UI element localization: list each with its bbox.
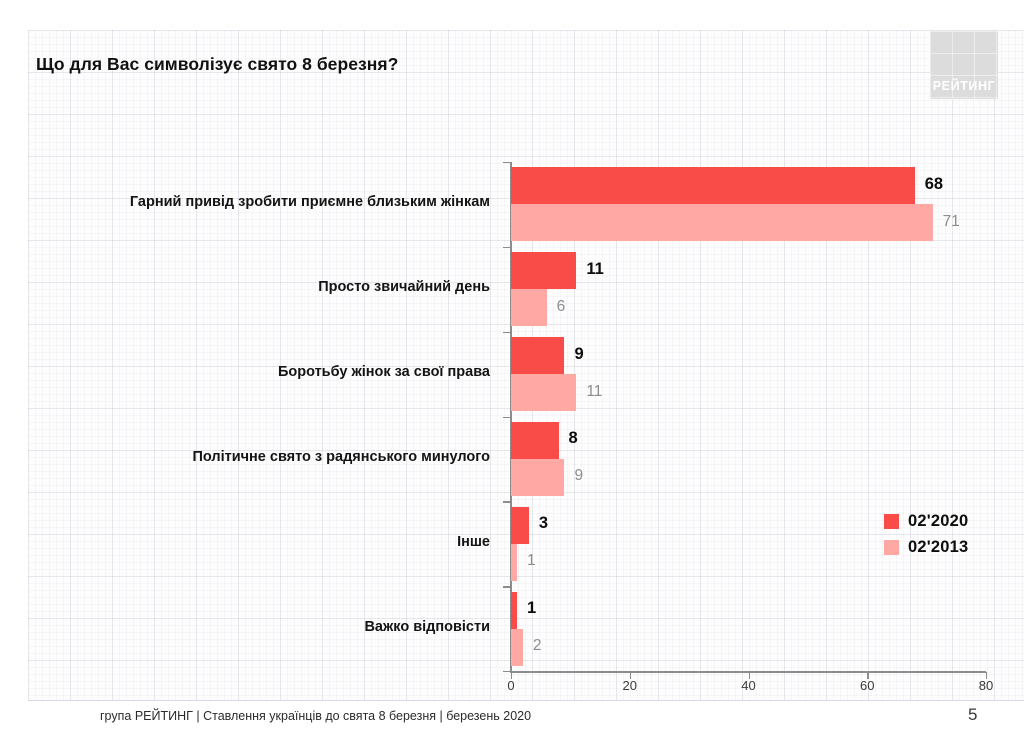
bar-series-2020[interactable] xyxy=(511,591,517,629)
bar-series-2013[interactable] xyxy=(511,204,933,242)
y-axis-line xyxy=(510,162,512,672)
x-axis-tick xyxy=(867,672,869,679)
legend-swatch-icon xyxy=(884,513,899,529)
x-axis-tick-label: 0 xyxy=(507,678,515,693)
x-axis-tick xyxy=(629,672,632,679)
logo-label: РЕЙТИНГ xyxy=(932,79,996,93)
bar-series-2020[interactable] xyxy=(511,421,559,459)
y-axis-tick xyxy=(503,246,510,249)
x-axis-tick-label: 40 xyxy=(741,678,756,693)
x-axis-tick-label: 60 xyxy=(860,678,875,693)
chart-legend: 02'2020 02'2013 xyxy=(884,508,968,560)
bar-series-2020[interactable] xyxy=(511,337,565,375)
bar-series-2020[interactable] xyxy=(511,167,915,205)
rating-logo: РЕЙТИНГ xyxy=(930,31,998,99)
bar-value-label: 6 xyxy=(556,297,566,315)
bar-series-2013[interactable] xyxy=(511,289,547,327)
bar-value-label: 9 xyxy=(574,467,584,485)
bar-value-label: 68 xyxy=(924,174,944,193)
legend-item[interactable]: 02'2013 xyxy=(884,534,968,560)
category-label: Інше xyxy=(457,533,490,550)
y-axis-tick xyxy=(503,501,510,503)
bar-series-2020[interactable] xyxy=(511,252,577,290)
bar-value-label: 2 xyxy=(532,637,542,655)
x-axis-tick-label: 20 xyxy=(622,678,637,693)
page-number: 5 xyxy=(968,705,978,724)
bar-series-2013[interactable] xyxy=(511,458,565,496)
bar-value-label: 1 xyxy=(526,552,536,570)
y-axis-tick xyxy=(503,331,510,334)
y-axis-tick xyxy=(503,162,510,164)
bar-value-label: 71 xyxy=(942,212,960,230)
legend-swatch-icon xyxy=(884,539,899,555)
x-axis-tick xyxy=(748,672,750,679)
y-axis-tick xyxy=(503,586,510,588)
footer-caption: група РЕЙТИНГ | Ставлення українців до с… xyxy=(100,709,532,723)
bar-value-label: 3 xyxy=(538,514,548,533)
x-axis-tick-label: 80 xyxy=(978,678,994,693)
bar-value-label: 9 xyxy=(574,344,584,363)
bar-series-2013[interactable] xyxy=(511,543,517,581)
bar-value-label: 11 xyxy=(586,382,603,400)
y-axis-tick xyxy=(503,416,510,418)
x-axis-tick xyxy=(986,672,988,679)
category-label: Гарний привід зробити приємне близьким ж… xyxy=(129,194,490,211)
category-label: Боротьбу жінок за свої права xyxy=(277,364,490,381)
bar-value-label: 11 xyxy=(586,259,604,278)
x-axis-tick xyxy=(511,672,513,679)
bar-series-2013[interactable] xyxy=(511,628,523,666)
page-title: Що для Вас символізує свято 8 березня? xyxy=(36,54,399,74)
category-label: Важко відповісти xyxy=(364,618,490,635)
bar-value-label: 1 xyxy=(526,599,537,618)
category-label: Політичне свято з радянського минулого xyxy=(192,448,490,465)
x-axis-line xyxy=(510,671,986,673)
y-axis-tick xyxy=(503,671,510,673)
bar-series-2020[interactable] xyxy=(511,506,529,544)
bar-value-label: 8 xyxy=(568,429,578,448)
legend-label: 02'2020 xyxy=(908,511,969,530)
legend-item[interactable]: 02'2020 xyxy=(884,508,968,534)
category-label: Просто звичайний день xyxy=(318,279,490,296)
legend-label: 02'2013 xyxy=(908,537,969,556)
bar-series-2013[interactable] xyxy=(511,374,577,412)
footer-divider xyxy=(28,700,1024,701)
